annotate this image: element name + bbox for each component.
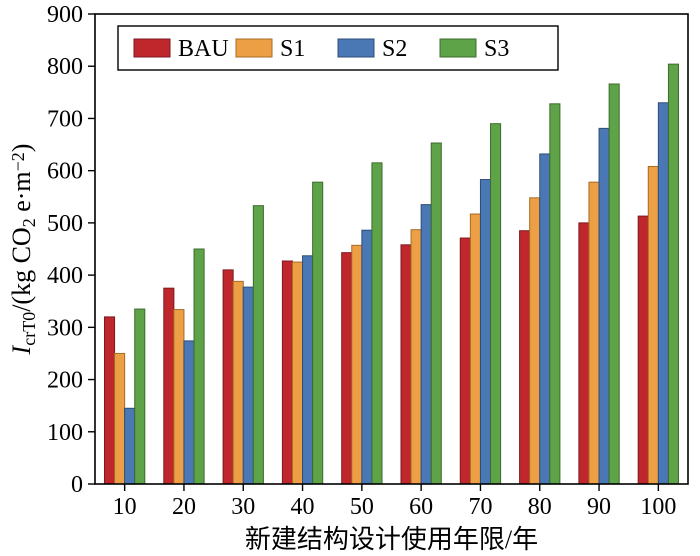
- bar-S1: [115, 353, 125, 484]
- legend-label-BAU: BAU: [178, 36, 229, 62]
- bar-S2: [303, 256, 313, 484]
- bar-BAU: [638, 216, 648, 484]
- legend-label-S3: S3: [484, 36, 509, 62]
- bar-S2: [184, 341, 194, 484]
- legend-label-S1: S1: [280, 36, 305, 62]
- y-tick-label: 600: [47, 159, 83, 185]
- bar-S3: [313, 182, 323, 484]
- bar-S1: [530, 198, 540, 484]
- bar-S3: [491, 124, 501, 484]
- bar-S3: [550, 104, 560, 484]
- legend-swatch-S3: [440, 39, 476, 57]
- y-tick-label: 300: [47, 315, 83, 341]
- y-tick-label: 200: [47, 368, 83, 394]
- x-tick-label: 100: [640, 494, 676, 520]
- bar-BAU: [164, 288, 174, 484]
- bar-S1: [174, 310, 184, 484]
- bar-S1: [648, 166, 658, 484]
- y-tick-label: 100: [47, 420, 83, 446]
- bar-S1: [233, 281, 243, 484]
- bar-S1: [589, 182, 599, 484]
- bar-chart: 0 100 200 300 400 500 600 700 800 900 10 20 30 40 50 60…: [0, 0, 700, 556]
- x-tick-label: 80: [528, 494, 552, 520]
- bar-S2: [125, 408, 135, 484]
- legend-swatch-S2: [338, 39, 374, 57]
- x-tick-label: 50: [350, 494, 374, 520]
- bar-BAU: [460, 238, 470, 484]
- bar-S2: [480, 180, 490, 484]
- bar-S3: [431, 143, 441, 484]
- x-tick-label: 70: [468, 494, 492, 520]
- y-tick-label: 400: [47, 263, 83, 289]
- bar-S3: [609, 84, 619, 484]
- x-tick-label: 40: [291, 494, 315, 520]
- bar-BAU: [401, 245, 411, 484]
- y-tick-label: 0: [71, 472, 83, 498]
- bar-S1: [411, 230, 421, 484]
- bar-S1: [292, 262, 302, 484]
- x-axis-title: 新建结构设计使用年限/年: [245, 525, 538, 554]
- bar-S2: [243, 287, 253, 484]
- bar-S1: [352, 245, 362, 484]
- y-tick-label: 800: [47, 54, 83, 80]
- x-tick-label: 30: [231, 494, 255, 520]
- bar-S3: [194, 249, 204, 484]
- legend-swatch-BAU: [134, 39, 170, 57]
- y-tick-label: 500: [47, 211, 83, 237]
- bar-S2: [362, 230, 372, 484]
- bar-BAU: [223, 270, 233, 484]
- bar-S2: [540, 154, 550, 484]
- x-tick-label: 90: [587, 494, 611, 520]
- bar-S3: [135, 309, 145, 484]
- legend-swatch-S1: [236, 39, 272, 57]
- legend-label-S2: S2: [382, 36, 407, 62]
- bar-BAU: [104, 317, 114, 484]
- chart-svg: 0 100 200 300 400 500 600 700 800 900 10 20 30 40 50 60…: [0, 0, 700, 556]
- bar-BAU: [579, 223, 589, 484]
- y-tick-label: 900: [47, 2, 83, 28]
- x-tick-label: 10: [113, 494, 137, 520]
- y-tick-label: 700: [47, 106, 83, 132]
- x-tick-label: 20: [172, 494, 196, 520]
- bar-S3: [372, 163, 382, 484]
- bar-S2: [599, 128, 609, 484]
- bar-S1: [470, 214, 480, 484]
- bar-BAU: [282, 261, 292, 484]
- bar-BAU: [520, 231, 530, 484]
- x-tick-label: 60: [409, 494, 433, 520]
- bar-S3: [253, 206, 263, 484]
- bar-S2: [421, 205, 431, 484]
- bar-BAU: [342, 253, 352, 484]
- bar-S2: [658, 103, 668, 484]
- bar-S3: [668, 64, 678, 484]
